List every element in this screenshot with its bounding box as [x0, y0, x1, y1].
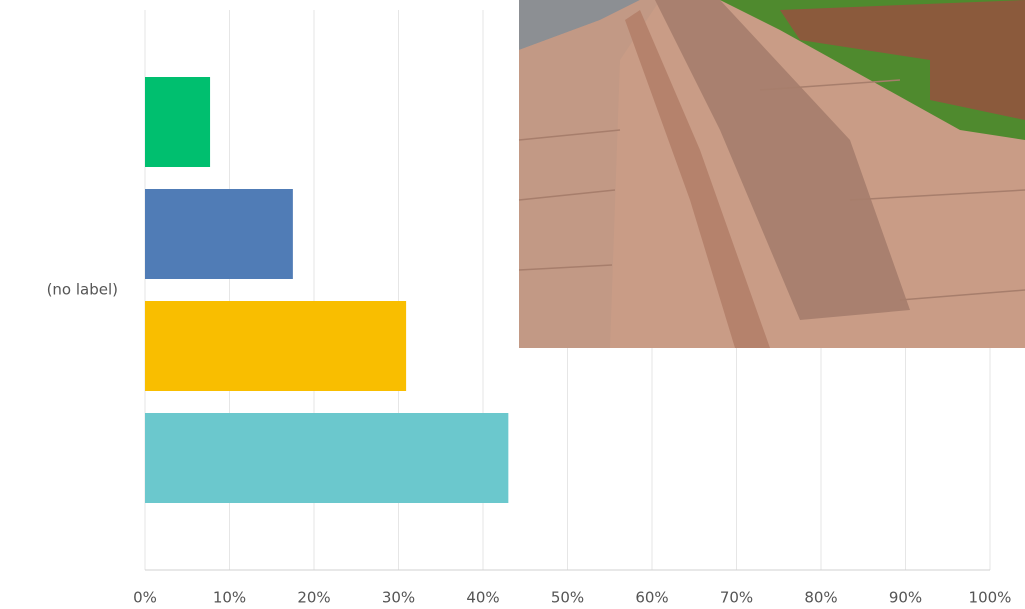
bar	[145, 77, 211, 167]
photo-joint	[518, 189, 616, 201]
y-tick-label: (no label)	[47, 281, 118, 299]
x-tick-label: 40%	[466, 589, 499, 607]
bar	[145, 413, 509, 503]
photo-street	[519, 0, 640, 50]
photo-joint	[759, 79, 901, 91]
photo-joints	[518, 79, 1025, 301]
x-tick-label: 60%	[635, 589, 668, 607]
x-tick-label: 30%	[382, 589, 415, 607]
bar	[145, 189, 293, 279]
photo-joint	[899, 289, 1025, 301]
x-tick-label: 100%	[969, 589, 1012, 607]
photo-sidewalk-left	[519, 0, 660, 348]
photo-curb	[625, 10, 770, 348]
x-tick-label: 10%	[213, 589, 246, 607]
bar	[145, 301, 407, 391]
photo-wall	[780, 0, 1025, 120]
x-tick-label: 20%	[297, 589, 330, 607]
x-tick-label: 90%	[889, 589, 922, 607]
x-tick-label: 0%	[133, 589, 157, 607]
photo-joint	[518, 129, 621, 141]
x-tick-label: 70%	[720, 589, 753, 607]
photo-paver-strip	[655, 0, 910, 320]
photo	[518, 0, 1025, 348]
x-tick-label: 80%	[804, 589, 837, 607]
photo-joint	[849, 189, 1025, 201]
x-tick-label: 50%	[551, 589, 584, 607]
photo-joint	[518, 264, 613, 271]
